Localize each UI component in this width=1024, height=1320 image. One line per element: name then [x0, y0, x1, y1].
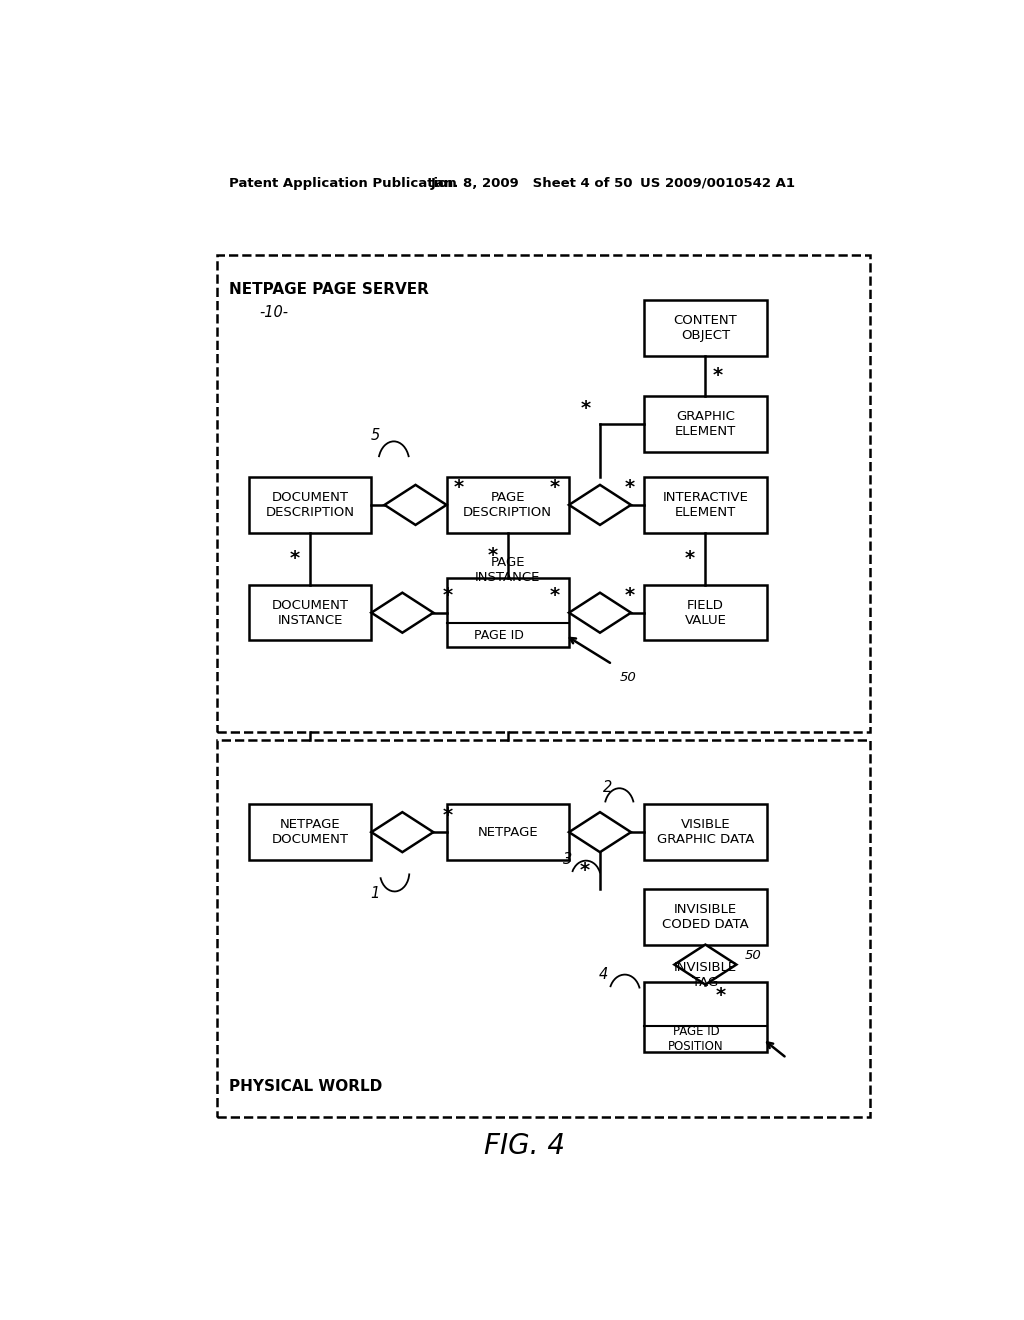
Text: 50: 50 — [620, 671, 636, 684]
Bar — [644, 300, 767, 355]
Text: *: * — [685, 549, 695, 569]
Polygon shape — [569, 812, 631, 853]
Text: INVISIBLE
CODED DATA: INVISIBLE CODED DATA — [662, 903, 749, 931]
Bar — [644, 478, 767, 533]
Text: PHYSICAL WORLD: PHYSICAL WORLD — [228, 1078, 382, 1094]
Text: 50: 50 — [745, 949, 762, 962]
Text: *: * — [442, 586, 453, 606]
Text: *: * — [713, 367, 723, 385]
Polygon shape — [385, 484, 446, 525]
Text: *: * — [487, 546, 498, 565]
Text: GRAPHIC
ELEMENT: GRAPHIC ELEMENT — [675, 411, 736, 438]
Bar — [446, 478, 569, 533]
Polygon shape — [372, 593, 433, 632]
Text: *: * — [454, 478, 464, 498]
Bar — [249, 804, 372, 859]
Bar — [249, 478, 372, 533]
Text: CONTENT
OBJECT: CONTENT OBJECT — [674, 314, 737, 342]
Text: *: * — [581, 399, 591, 418]
Text: PAGE
DESCRIPTION: PAGE DESCRIPTION — [463, 491, 552, 519]
Text: NETPAGE
DOCUMENT: NETPAGE DOCUMENT — [271, 818, 348, 846]
Text: 2: 2 — [603, 780, 612, 795]
Text: *: * — [550, 586, 560, 606]
Bar — [644, 396, 767, 451]
Text: US 2009/0010542 A1: US 2009/0010542 A1 — [640, 177, 795, 190]
Text: 5: 5 — [371, 428, 380, 444]
Bar — [217, 739, 870, 1117]
Text: *: * — [550, 478, 560, 498]
Bar — [644, 804, 767, 859]
Text: 1: 1 — [371, 886, 380, 902]
Text: PAGE ID
POSITION: PAGE ID POSITION — [669, 1024, 724, 1053]
Bar — [249, 585, 372, 640]
Text: INTERACTIVE
ELEMENT: INTERACTIVE ELEMENT — [663, 491, 749, 519]
Polygon shape — [569, 593, 631, 632]
Bar — [217, 255, 870, 733]
Bar — [644, 890, 767, 945]
Text: INVISIBLE
TAG: INVISIBLE TAG — [674, 961, 737, 989]
Text: DOCUMENT
INSTANCE: DOCUMENT INSTANCE — [271, 599, 348, 627]
Polygon shape — [569, 484, 631, 525]
Text: Patent Application Publication: Patent Application Publication — [228, 177, 457, 190]
Text: *: * — [580, 861, 590, 880]
Text: FIG. 4: FIG. 4 — [484, 1131, 565, 1159]
Polygon shape — [675, 945, 736, 985]
Text: *: * — [625, 478, 635, 498]
Bar — [446, 804, 569, 859]
Text: PAGE ID: PAGE ID — [473, 628, 523, 642]
Bar — [644, 982, 767, 1052]
Bar — [446, 578, 569, 647]
Text: *: * — [290, 549, 300, 569]
Text: Jan. 8, 2009   Sheet 4 of 50: Jan. 8, 2009 Sheet 4 of 50 — [430, 177, 633, 190]
Text: -10-: -10- — [260, 305, 289, 319]
Bar — [644, 585, 767, 640]
Text: NETPAGE: NETPAGE — [477, 825, 538, 838]
Text: FIELD
VALUE: FIELD VALUE — [684, 599, 726, 627]
Text: NETPAGE PAGE SERVER: NETPAGE PAGE SERVER — [228, 281, 429, 297]
Text: 4: 4 — [599, 968, 608, 982]
Text: DOCUMENT
DESCRIPTION: DOCUMENT DESCRIPTION — [265, 491, 354, 519]
Text: 3: 3 — [563, 851, 572, 867]
Text: *: * — [716, 986, 726, 1005]
Text: *: * — [625, 586, 635, 606]
Text: VISIBLE
GRAPHIC DATA: VISIBLE GRAPHIC DATA — [656, 818, 754, 846]
Text: *: * — [442, 805, 453, 825]
Text: PAGE
INSTANCE: PAGE INSTANCE — [475, 556, 541, 585]
Polygon shape — [372, 812, 433, 853]
